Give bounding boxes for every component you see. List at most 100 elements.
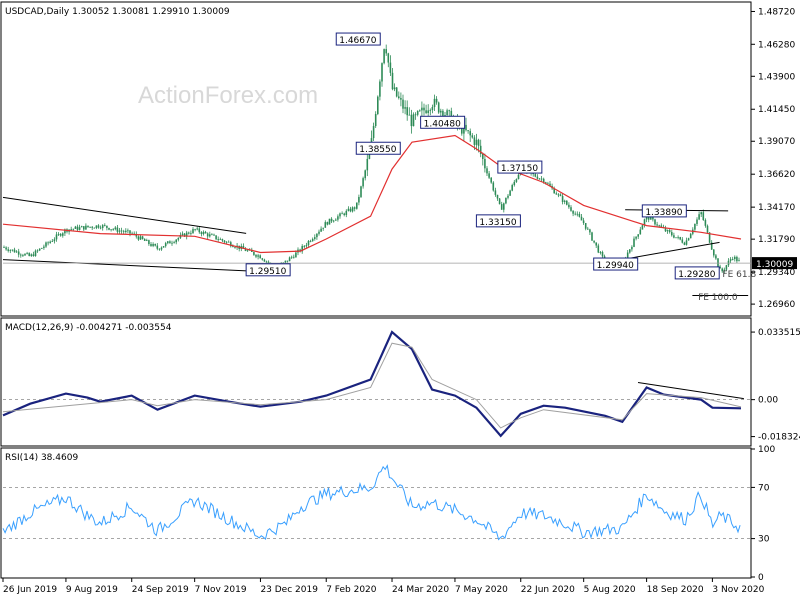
candle-body (496, 194, 499, 199)
candle-body (677, 237, 679, 238)
price-label-box (674, 266, 720, 280)
candle-body (660, 225, 663, 227)
candle-body (465, 124, 467, 131)
candle-body (591, 232, 593, 241)
candle-body (143, 239, 146, 241)
candle-body (198, 228, 201, 233)
candle-body (385, 49, 387, 54)
candle-body (395, 87, 398, 97)
trendline (2, 259, 267, 273)
candle-body (242, 245, 245, 249)
price-label-box (420, 115, 466, 129)
candle-body (213, 234, 215, 236)
candle-body (561, 196, 564, 202)
price-label-box (335, 32, 381, 46)
macd-y-tick-label: -0.018324 (758, 433, 800, 443)
candle-body (469, 131, 471, 136)
candle-body (175, 239, 177, 243)
candle-body (36, 250, 39, 252)
candle-body (322, 227, 324, 229)
candle-body (635, 236, 637, 239)
candle-body (244, 248, 247, 252)
candle-body (500, 204, 503, 210)
candle-body (576, 213, 579, 215)
candle-body (225, 241, 228, 243)
candle-body (146, 240, 148, 241)
candle-body (490, 177, 492, 183)
candle-body (570, 207, 572, 211)
candle-body (120, 230, 123, 232)
candle-body (70, 229, 72, 230)
candle-body (685, 240, 688, 245)
candle-body (488, 173, 490, 178)
candle-body (41, 247, 43, 249)
candle-body (383, 49, 385, 64)
candle-body (507, 195, 509, 198)
macd-y-tick-label: 0.033515 (758, 328, 800, 338)
price-y-tick-label: 1.46280 (758, 40, 795, 50)
candle-body (11, 249, 14, 251)
rsi-line (2, 464, 741, 541)
candle-body (482, 153, 484, 160)
candle-body (736, 256, 738, 262)
candle-body (372, 126, 375, 139)
rsi-panel-title: RSI(14) 38.4609 (5, 453, 78, 463)
candle-body (549, 183, 551, 186)
candle-body (43, 246, 45, 248)
price-label: 1.29510 (249, 267, 286, 277)
candle-body (150, 244, 152, 246)
candle-body (532, 173, 534, 175)
candle-body (13, 249, 16, 253)
price-y-tick-label: 1.43900 (758, 72, 795, 82)
candle-body (261, 258, 264, 260)
candle-body (326, 222, 329, 225)
candle-body (517, 174, 520, 180)
candle-body (190, 233, 192, 234)
candle-body (87, 225, 89, 228)
candle-body (234, 247, 236, 248)
candle-body (557, 194, 560, 196)
candle-body (366, 158, 369, 171)
candle-body (311, 238, 314, 242)
candle-body (702, 212, 705, 220)
candle-body (7, 249, 9, 251)
candle-body (122, 231, 125, 233)
candle-body (421, 107, 423, 111)
candle-body (704, 219, 707, 226)
price-y-tick-label: 1.41450 (758, 105, 795, 115)
candle-body (471, 135, 474, 138)
candle-body (402, 99, 404, 109)
price-label-box (593, 257, 639, 271)
candle-body (177, 237, 180, 240)
candle-body (406, 107, 408, 116)
candle-body (545, 182, 547, 184)
candle-body (553, 188, 555, 194)
candle-body (259, 255, 261, 259)
candle-body (299, 249, 301, 252)
candle-body (398, 96, 400, 99)
candle-body (729, 259, 732, 261)
candle-body (639, 229, 642, 235)
x-tick-label: 3 Nov 2020 (712, 585, 764, 595)
axes: 1.30009 1.48720 1.46280 1.43900 1.41450 1.390… (2, 7, 800, 595)
rsi-y-tick-label: 0 (758, 573, 764, 583)
candle-body (715, 255, 717, 259)
candle-body (689, 233, 692, 239)
candle-body (580, 216, 583, 221)
candle-body (324, 222, 327, 228)
candle-body (223, 240, 226, 243)
candle-body (290, 256, 293, 258)
candle-body (328, 218, 331, 225)
candle-body (32, 254, 35, 257)
x-tick-label: 22 Jun 2020 (521, 585, 575, 595)
candle-body (339, 213, 341, 217)
candle-body (671, 232, 673, 236)
candle-body (263, 259, 266, 262)
candle-body (393, 87, 396, 90)
candle-body (59, 233, 62, 236)
candle-body (629, 249, 631, 253)
candle-body (643, 219, 646, 226)
candle-body (404, 107, 406, 109)
candle-body (387, 53, 390, 63)
price-y-tick-label: 1.39070 (758, 137, 795, 147)
